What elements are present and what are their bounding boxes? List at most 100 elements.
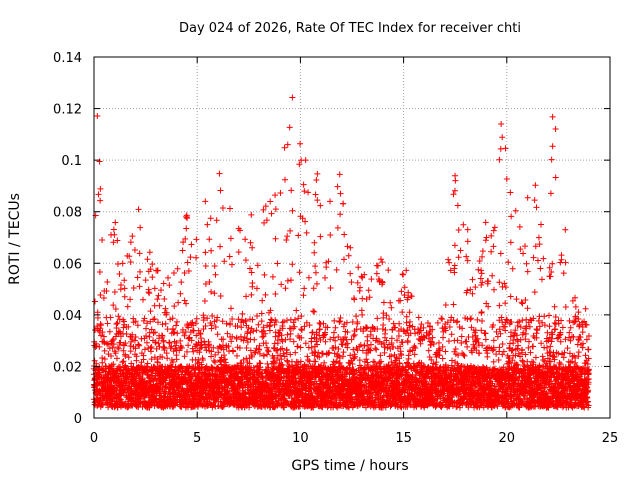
data-point bbox=[255, 346, 262, 353]
data-point bbox=[159, 354, 166, 361]
data-point bbox=[310, 285, 317, 292]
data-point bbox=[146, 249, 153, 256]
data-point bbox=[415, 314, 422, 321]
data-point bbox=[202, 322, 209, 329]
data-point bbox=[259, 333, 266, 340]
data-point bbox=[119, 359, 126, 366]
data-point bbox=[370, 358, 377, 365]
data-point bbox=[265, 364, 272, 371]
data-point bbox=[263, 340, 270, 347]
data-point bbox=[148, 356, 155, 363]
data-point bbox=[347, 352, 354, 359]
data-point bbox=[166, 373, 173, 380]
data-point bbox=[153, 395, 160, 402]
data-point bbox=[248, 269, 255, 276]
data-point bbox=[122, 353, 129, 360]
data-point bbox=[337, 190, 344, 197]
data-point bbox=[183, 300, 190, 307]
data-point bbox=[127, 296, 134, 303]
data-point bbox=[450, 191, 457, 198]
data-point bbox=[105, 341, 112, 348]
data-point bbox=[348, 279, 355, 286]
data-point bbox=[351, 295, 358, 302]
data-point bbox=[211, 262, 218, 269]
data-point bbox=[173, 322, 180, 329]
data-point bbox=[219, 318, 226, 325]
data-point bbox=[171, 303, 178, 310]
data-point bbox=[134, 274, 141, 281]
data-point bbox=[167, 316, 174, 323]
data-point bbox=[220, 336, 227, 343]
data-point bbox=[94, 309, 101, 316]
data-point bbox=[151, 315, 158, 322]
data-point bbox=[255, 321, 262, 328]
data-point bbox=[280, 318, 287, 325]
data-point bbox=[115, 313, 122, 320]
data-point bbox=[181, 353, 188, 360]
data-point bbox=[381, 334, 388, 341]
data-point bbox=[337, 315, 344, 322]
data-point bbox=[301, 285, 308, 292]
data-point bbox=[249, 244, 256, 251]
data-point bbox=[250, 328, 257, 335]
data-point bbox=[267, 307, 274, 314]
data-point bbox=[92, 298, 99, 305]
data-point bbox=[302, 157, 309, 164]
data-point bbox=[233, 352, 240, 359]
data-point bbox=[112, 350, 119, 357]
data-point bbox=[179, 385, 186, 392]
data-point bbox=[235, 249, 242, 256]
data-point bbox=[132, 318, 139, 325]
data-point bbox=[399, 309, 406, 316]
data-point bbox=[361, 342, 368, 349]
data-point bbox=[251, 349, 258, 356]
data-point bbox=[246, 360, 253, 367]
data-point bbox=[315, 349, 322, 356]
data-point bbox=[365, 287, 372, 294]
data-point bbox=[425, 347, 432, 354]
data-point bbox=[316, 319, 323, 326]
data-point bbox=[351, 331, 358, 338]
data-point bbox=[300, 292, 307, 299]
data-point bbox=[297, 344, 304, 351]
data-point bbox=[110, 361, 117, 368]
data-point bbox=[98, 332, 105, 339]
data-point bbox=[262, 203, 269, 210]
data-point bbox=[221, 258, 228, 265]
data-point bbox=[278, 281, 285, 288]
data-point bbox=[174, 265, 181, 272]
data-point bbox=[172, 345, 179, 352]
data-point bbox=[200, 326, 207, 333]
data-point bbox=[96, 269, 103, 276]
data-point bbox=[95, 191, 102, 198]
data-point bbox=[164, 355, 171, 362]
data-point bbox=[155, 319, 162, 326]
data-point bbox=[305, 189, 312, 196]
data-point bbox=[171, 402, 178, 409]
data-point bbox=[120, 324, 127, 331]
data-point bbox=[140, 296, 147, 303]
data-point bbox=[282, 336, 289, 343]
data-point bbox=[287, 227, 294, 234]
data-point bbox=[242, 257, 249, 264]
data-point bbox=[202, 198, 209, 205]
data-point bbox=[118, 398, 125, 405]
data-point bbox=[137, 268, 144, 275]
data-point bbox=[181, 332, 188, 339]
data-point bbox=[182, 329, 189, 336]
data-point bbox=[155, 340, 162, 347]
data-point bbox=[96, 158, 103, 165]
data-point bbox=[152, 329, 159, 336]
data-point bbox=[233, 334, 240, 341]
data-point bbox=[181, 269, 188, 276]
data-point bbox=[110, 226, 117, 233]
data-point bbox=[313, 280, 320, 287]
data-point bbox=[168, 343, 175, 350]
data-point bbox=[251, 336, 258, 343]
data-point bbox=[229, 333, 236, 340]
data-point bbox=[243, 335, 250, 342]
data-point bbox=[219, 204, 226, 211]
data-point bbox=[144, 256, 151, 263]
data-point bbox=[316, 326, 323, 333]
